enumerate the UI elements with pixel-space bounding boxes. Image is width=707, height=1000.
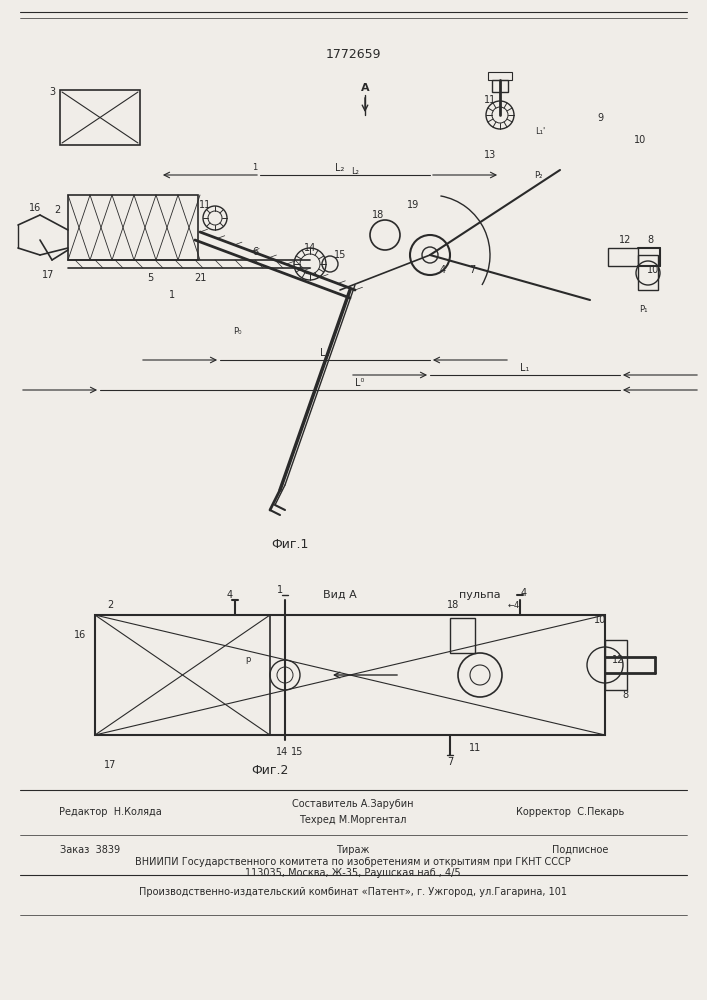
Text: 10: 10 xyxy=(634,135,646,145)
Text: Заказ  3839: Заказ 3839 xyxy=(60,845,120,855)
Text: пульпа: пульпа xyxy=(459,590,501,600)
Text: 14: 14 xyxy=(276,747,288,757)
Text: 10: 10 xyxy=(594,615,606,625)
Text: 21: 21 xyxy=(194,273,206,283)
Text: L⁰: L⁰ xyxy=(356,378,365,388)
Text: 1772659: 1772659 xyxy=(325,48,381,62)
Text: Фиг.1: Фиг.1 xyxy=(271,538,309,552)
Text: 14: 14 xyxy=(304,243,316,253)
Text: 3: 3 xyxy=(49,87,55,97)
Text: 4: 4 xyxy=(440,265,446,275)
Text: 7: 7 xyxy=(469,265,475,275)
Text: 16: 16 xyxy=(29,203,41,213)
Text: 7: 7 xyxy=(447,757,453,767)
Text: 113035, Москва, Ж-35, Раушская наб., 4/5: 113035, Москва, Ж-35, Раушская наб., 4/5 xyxy=(245,868,461,878)
Text: Вид A: Вид A xyxy=(323,590,357,600)
Text: 17: 17 xyxy=(104,760,116,770)
Text: ←4: ←4 xyxy=(508,600,520,609)
Text: 2: 2 xyxy=(54,205,60,215)
Bar xyxy=(488,72,512,80)
Text: 1: 1 xyxy=(169,290,175,300)
Text: Фиг.2: Фиг.2 xyxy=(251,764,288,776)
Text: A: A xyxy=(361,83,369,93)
Text: P₂: P₂ xyxy=(534,170,542,180)
Text: 15: 15 xyxy=(291,747,303,757)
Text: Подписное: Подписное xyxy=(551,845,608,855)
Text: Составитель А.Зарубин: Составитель А.Зарубин xyxy=(292,799,414,809)
Text: Корректор  С.Пекарь: Корректор С.Пекарь xyxy=(516,807,624,817)
Bar xyxy=(608,248,638,266)
Text: L₂: L₂ xyxy=(335,163,345,173)
Text: 10: 10 xyxy=(647,265,659,275)
Text: 5: 5 xyxy=(147,273,153,283)
Text: 11: 11 xyxy=(199,200,211,210)
Bar xyxy=(68,195,198,260)
Text: Тираж: Тираж xyxy=(337,845,370,855)
Text: 1: 1 xyxy=(252,163,257,172)
Text: 8: 8 xyxy=(647,235,653,245)
Text: 6: 6 xyxy=(252,247,258,257)
Text: 4: 4 xyxy=(227,590,233,600)
Text: P₀: P₀ xyxy=(233,328,241,336)
Text: L₁: L₁ xyxy=(520,363,530,373)
Text: 15: 15 xyxy=(334,250,346,260)
Text: 11: 11 xyxy=(484,95,496,105)
Text: 12: 12 xyxy=(612,655,624,665)
Bar xyxy=(95,615,270,735)
Bar xyxy=(450,618,475,653)
Text: 12: 12 xyxy=(619,235,631,245)
Text: 11: 11 xyxy=(469,743,481,753)
Text: 18: 18 xyxy=(447,600,459,610)
Text: 1: 1 xyxy=(277,585,283,595)
Text: 17: 17 xyxy=(42,270,54,280)
Bar xyxy=(605,640,627,690)
Bar xyxy=(492,80,508,92)
Text: ВНИИПИ Государственного комитета по изобретениям и открытиям при ГКНТ СССР: ВНИИПИ Государственного комитета по изоб… xyxy=(135,857,571,867)
Text: L₂: L₂ xyxy=(351,167,359,176)
Text: P₁: P₁ xyxy=(638,306,647,314)
Text: 18: 18 xyxy=(372,210,384,220)
Text: 13: 13 xyxy=(484,150,496,160)
Text: 8: 8 xyxy=(622,690,628,700)
Text: 19: 19 xyxy=(407,200,419,210)
Text: Редактор  Н.Коляда: Редактор Н.Коляда xyxy=(59,807,161,817)
Bar xyxy=(60,90,140,145)
Text: L₁': L₁' xyxy=(535,127,545,136)
Bar xyxy=(95,615,605,735)
Bar xyxy=(638,255,658,290)
Text: 16: 16 xyxy=(74,630,86,640)
Text: 4: 4 xyxy=(521,588,527,598)
Text: Производственно-издательский комбинат «Патент», г. Ужгород, ул.Гагарина, 101: Производственно-издательский комбинат «П… xyxy=(139,887,567,897)
Text: Lₐ: Lₐ xyxy=(320,348,329,358)
Text: 2: 2 xyxy=(107,600,113,610)
Text: Техред М.Моргентал: Техред М.Моргентал xyxy=(299,815,407,825)
Text: р: р xyxy=(245,656,251,664)
Text: 9: 9 xyxy=(597,113,603,123)
